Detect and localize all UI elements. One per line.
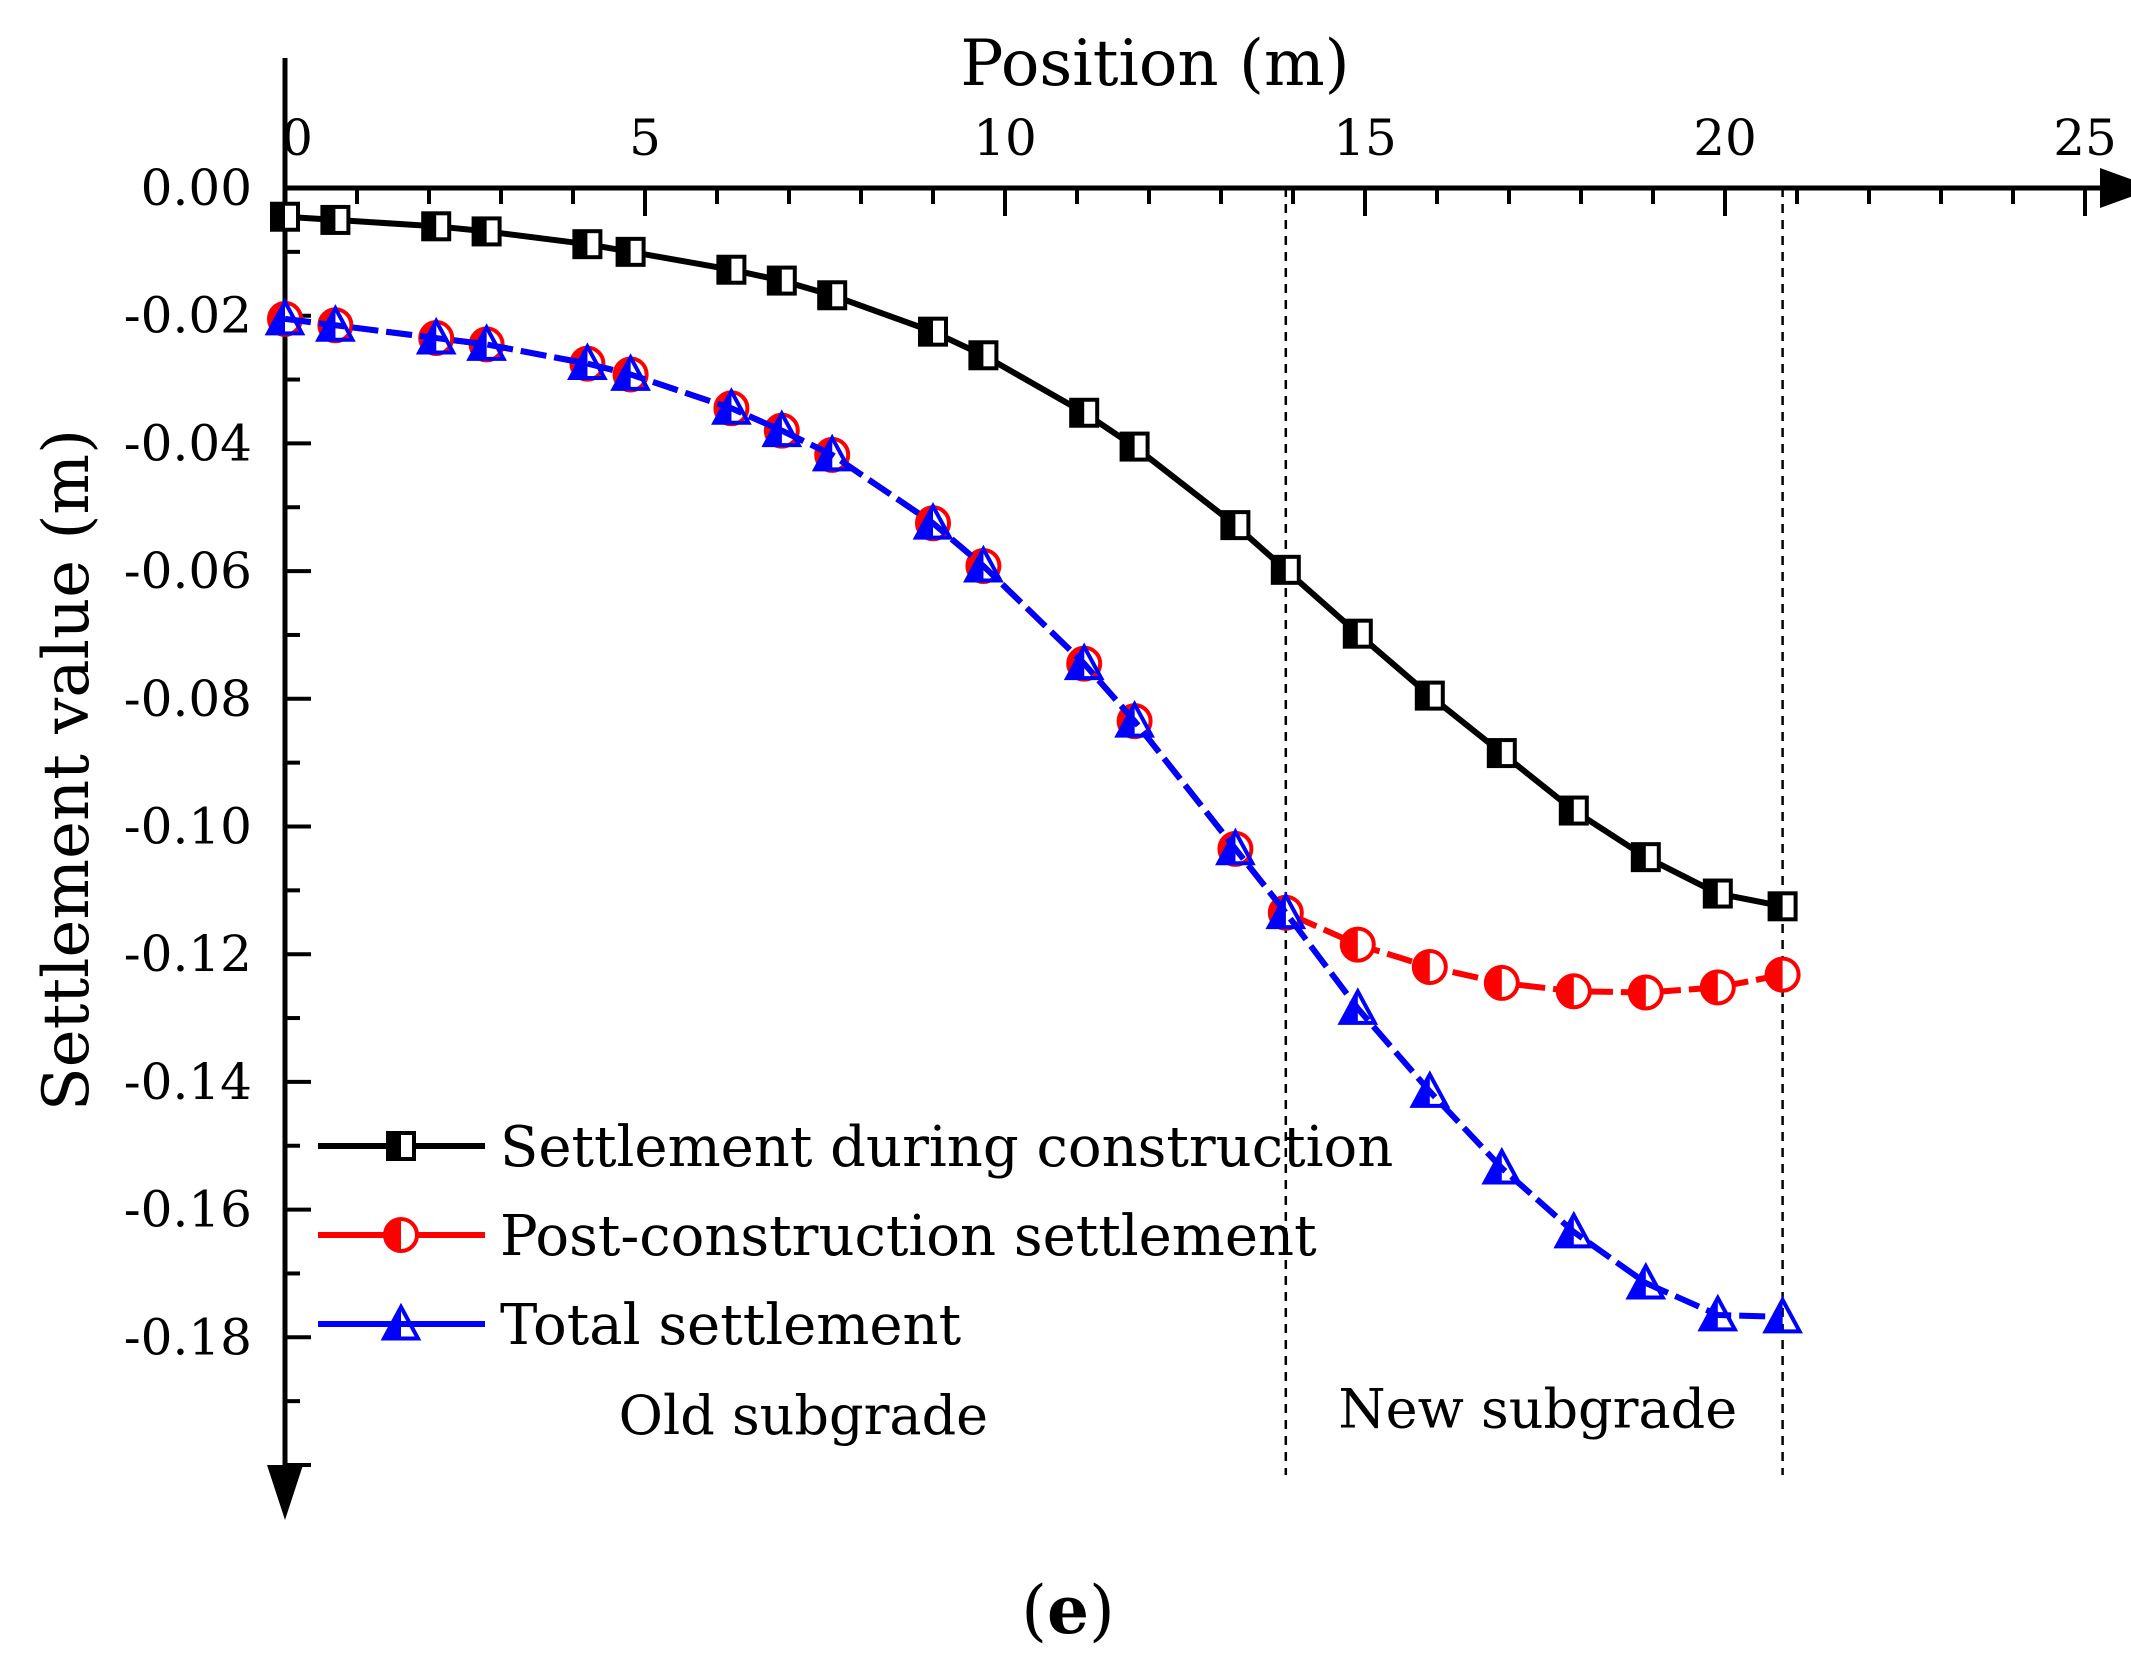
triangle-marker-outline xyxy=(1265,891,1307,930)
triangle-marker-outline xyxy=(1409,1070,1451,1108)
legend-item: Post-construction settlement xyxy=(318,1204,1317,1269)
panel-label-open: ( xyxy=(1021,1572,1047,1649)
x-tick-label: 10 xyxy=(973,109,1037,167)
x-axis-title: Position (m) xyxy=(960,27,1349,101)
series-line xyxy=(284,315,1784,996)
square-marker-fill xyxy=(423,213,437,240)
triangle-marker-outline xyxy=(912,502,954,540)
square-marker-fill xyxy=(1222,512,1236,539)
circle-marker-fill xyxy=(1413,950,1430,983)
square-marker-fill xyxy=(574,231,588,258)
series-1 xyxy=(267,300,1801,1011)
y-tick-label: -0.02 xyxy=(124,287,252,345)
circle-marker-fill xyxy=(1766,958,1783,991)
square-marker-fill xyxy=(1272,556,1286,583)
square-marker-fill xyxy=(920,318,933,345)
triangle-marker-outline xyxy=(567,342,608,381)
square-marker-fill xyxy=(473,218,487,245)
square-marker-fill xyxy=(322,206,336,233)
y-tick-label: -0.18 xyxy=(124,1308,252,1366)
triangle-marker-outline xyxy=(1553,1210,1595,1249)
y-tick-label: -0.06 xyxy=(124,542,252,600)
y-axis-arrow xyxy=(267,1465,303,1520)
triangle-marker-outline xyxy=(1762,1295,1803,1334)
x-tick-label: 15 xyxy=(1333,109,1397,167)
y-tick-label: -0.08 xyxy=(124,670,252,728)
triangle-marker-outline xyxy=(1625,1261,1667,1300)
triangle-marker-outline xyxy=(466,323,507,361)
y-tick-label: -0.04 xyxy=(124,414,252,472)
square-marker-fill xyxy=(617,238,631,265)
square-marker-fill xyxy=(819,282,833,309)
x-tick-label: 0 xyxy=(281,109,313,167)
y-tick-label: -0.16 xyxy=(124,1181,252,1239)
triangle-marker-outline xyxy=(415,316,457,355)
triangle-marker-outline xyxy=(761,409,803,448)
triangle-marker-outline xyxy=(811,433,853,472)
y-tick-label: -0.14 xyxy=(124,1053,252,1111)
triangle-marker-outline xyxy=(711,387,752,425)
panel-label: (e) xyxy=(1021,1571,1115,1649)
square-marker-fill xyxy=(1560,797,1574,824)
circle-marker-fill xyxy=(385,1219,401,1251)
legend-label: Total settlement xyxy=(500,1293,962,1358)
panel-label-close: ) xyxy=(1089,1572,1115,1649)
square-marker-fill xyxy=(1416,682,1430,709)
square-marker-fill xyxy=(970,342,984,369)
square-marker-fill xyxy=(388,1133,401,1159)
x-tick-label: 5 xyxy=(629,109,661,167)
series-0 xyxy=(270,201,1798,922)
square-marker-fill xyxy=(718,256,732,283)
y-tick-label: 0.00 xyxy=(141,159,252,217)
triangle-marker-outline xyxy=(963,544,1004,583)
series-2 xyxy=(264,297,1803,1334)
series-line xyxy=(284,315,1783,1320)
legend-label: Post-construction settlement xyxy=(500,1204,1317,1269)
square-marker-fill xyxy=(768,267,782,294)
square-marker-fill xyxy=(1632,844,1646,871)
circle-marker-fill xyxy=(1341,928,1358,961)
axes: 0 5 10 15 20 25 0.00 -0.02 -0.04 -0.06 -0.08 -0.10 -… xyxy=(124,58,2131,1520)
square-marker-fill xyxy=(1121,433,1135,460)
panel-label-letter: e xyxy=(1047,1571,1089,1649)
square-marker-fill xyxy=(272,203,285,230)
triangle-marker-outline xyxy=(380,1302,422,1341)
legend-item: Total settlement xyxy=(318,1293,962,1358)
legend: Settlement during construction Post-const… xyxy=(318,1115,1393,1358)
square-marker-fill xyxy=(1769,893,1783,920)
triangle-marker-outline xyxy=(315,304,356,342)
triangle-marker-outline xyxy=(1063,642,1105,681)
old-subgrade-label: Old subgrade xyxy=(619,1384,988,1447)
triangle-marker-outline xyxy=(264,297,306,336)
square-marker-fill xyxy=(1344,620,1358,647)
y-axis-title: Settlement value (m) xyxy=(30,429,104,1111)
triangle-marker-outline xyxy=(610,353,651,391)
triangle-marker-outline xyxy=(1114,699,1155,738)
series-line xyxy=(284,213,1784,910)
new-subgrade-label: New subgrade xyxy=(1338,1378,1737,1441)
y-tick-label: -0.10 xyxy=(124,798,252,856)
square-marker-fill xyxy=(1488,740,1502,767)
square-marker-fill xyxy=(1071,399,1085,426)
reference-lines xyxy=(1284,188,1784,1475)
triangle-marker-outline xyxy=(1697,1293,1739,1332)
circle-marker-fill xyxy=(1701,971,1718,1004)
y-tick-label: -0.12 xyxy=(124,925,252,983)
circle-marker-fill xyxy=(1629,976,1646,1009)
legend-item: Settlement during construction xyxy=(318,1115,1393,1180)
triangle-marker-outline xyxy=(1481,1146,1523,1185)
circle-marker-fill xyxy=(1485,966,1502,999)
series-layer xyxy=(264,201,1803,1334)
x-axis-arrow xyxy=(2100,168,2131,208)
x-tick-label: 20 xyxy=(1693,109,1757,167)
triangle-marker-outline xyxy=(1337,987,1379,1025)
x-tick-label: 25 xyxy=(2053,109,2117,167)
circle-marker-fill xyxy=(1557,975,1574,1008)
triangle-marker-outline xyxy=(1215,827,1256,866)
square-marker-fill xyxy=(1704,880,1718,907)
legend-label: Settlement during construction xyxy=(500,1115,1393,1180)
